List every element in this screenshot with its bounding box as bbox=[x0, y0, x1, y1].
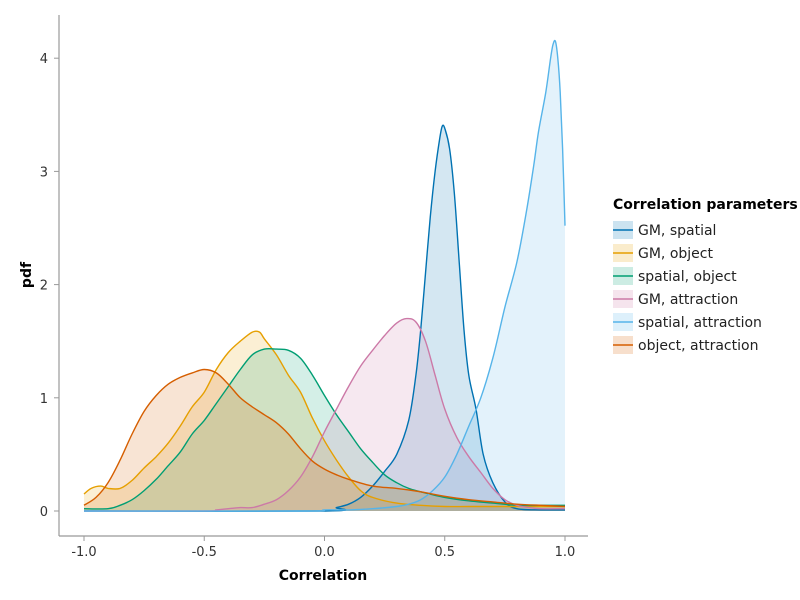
density-area-3 bbox=[84, 318, 565, 512]
x-tick-label: -1.0 bbox=[71, 545, 96, 560]
legend-label-3: GM, attraction bbox=[638, 292, 738, 308]
x-tick-label: 0.5 bbox=[434, 545, 455, 560]
density-area-4 bbox=[84, 40, 565, 512]
y-axis-title: pdf bbox=[19, 261, 35, 288]
legend-title: Correlation parameters bbox=[613, 197, 798, 213]
density-line-3 bbox=[83, 317, 566, 512]
density-area-2 bbox=[84, 348, 565, 511]
density-area-5 bbox=[84, 369, 565, 511]
y-tick-label: 3 bbox=[40, 165, 48, 180]
density-line-1 bbox=[83, 330, 565, 508]
legend-label-2: spatial, object bbox=[638, 269, 737, 285]
density-line-0 bbox=[83, 124, 566, 512]
x-ticks: -1.0 -0.5 0.0 0.5 1.0 bbox=[71, 536, 575, 560]
y-tick-label: 2 bbox=[40, 279, 48, 294]
x-tick-label: -0.5 bbox=[192, 545, 217, 560]
legend-label-1: GM, object bbox=[638, 246, 713, 262]
legend-label-0: GM, spatial bbox=[638, 223, 716, 239]
plot-area bbox=[84, 40, 565, 512]
legend: Correlation parameters GM, spatial GM, ob… bbox=[613, 197, 798, 354]
density-line-5 bbox=[83, 368, 566, 508]
x-tick-label: 1.0 bbox=[555, 545, 576, 560]
density-lines bbox=[83, 39, 566, 512]
y-tick-label: 0 bbox=[40, 505, 48, 520]
y-ticks: 0 1 2 3 4 bbox=[40, 52, 59, 520]
density-area-0 bbox=[84, 125, 565, 512]
y-tick-label: 1 bbox=[40, 392, 48, 407]
density-line-4 bbox=[83, 39, 566, 512]
x-tick-label: 0.0 bbox=[314, 545, 335, 560]
y-tick-label: 4 bbox=[40, 52, 48, 67]
legend-label-5: object, attraction bbox=[638, 338, 758, 354]
density-area-1 bbox=[84, 331, 565, 511]
legend-label-4: spatial, attraction bbox=[638, 315, 762, 331]
x-axis-title: Correlation bbox=[279, 568, 368, 584]
